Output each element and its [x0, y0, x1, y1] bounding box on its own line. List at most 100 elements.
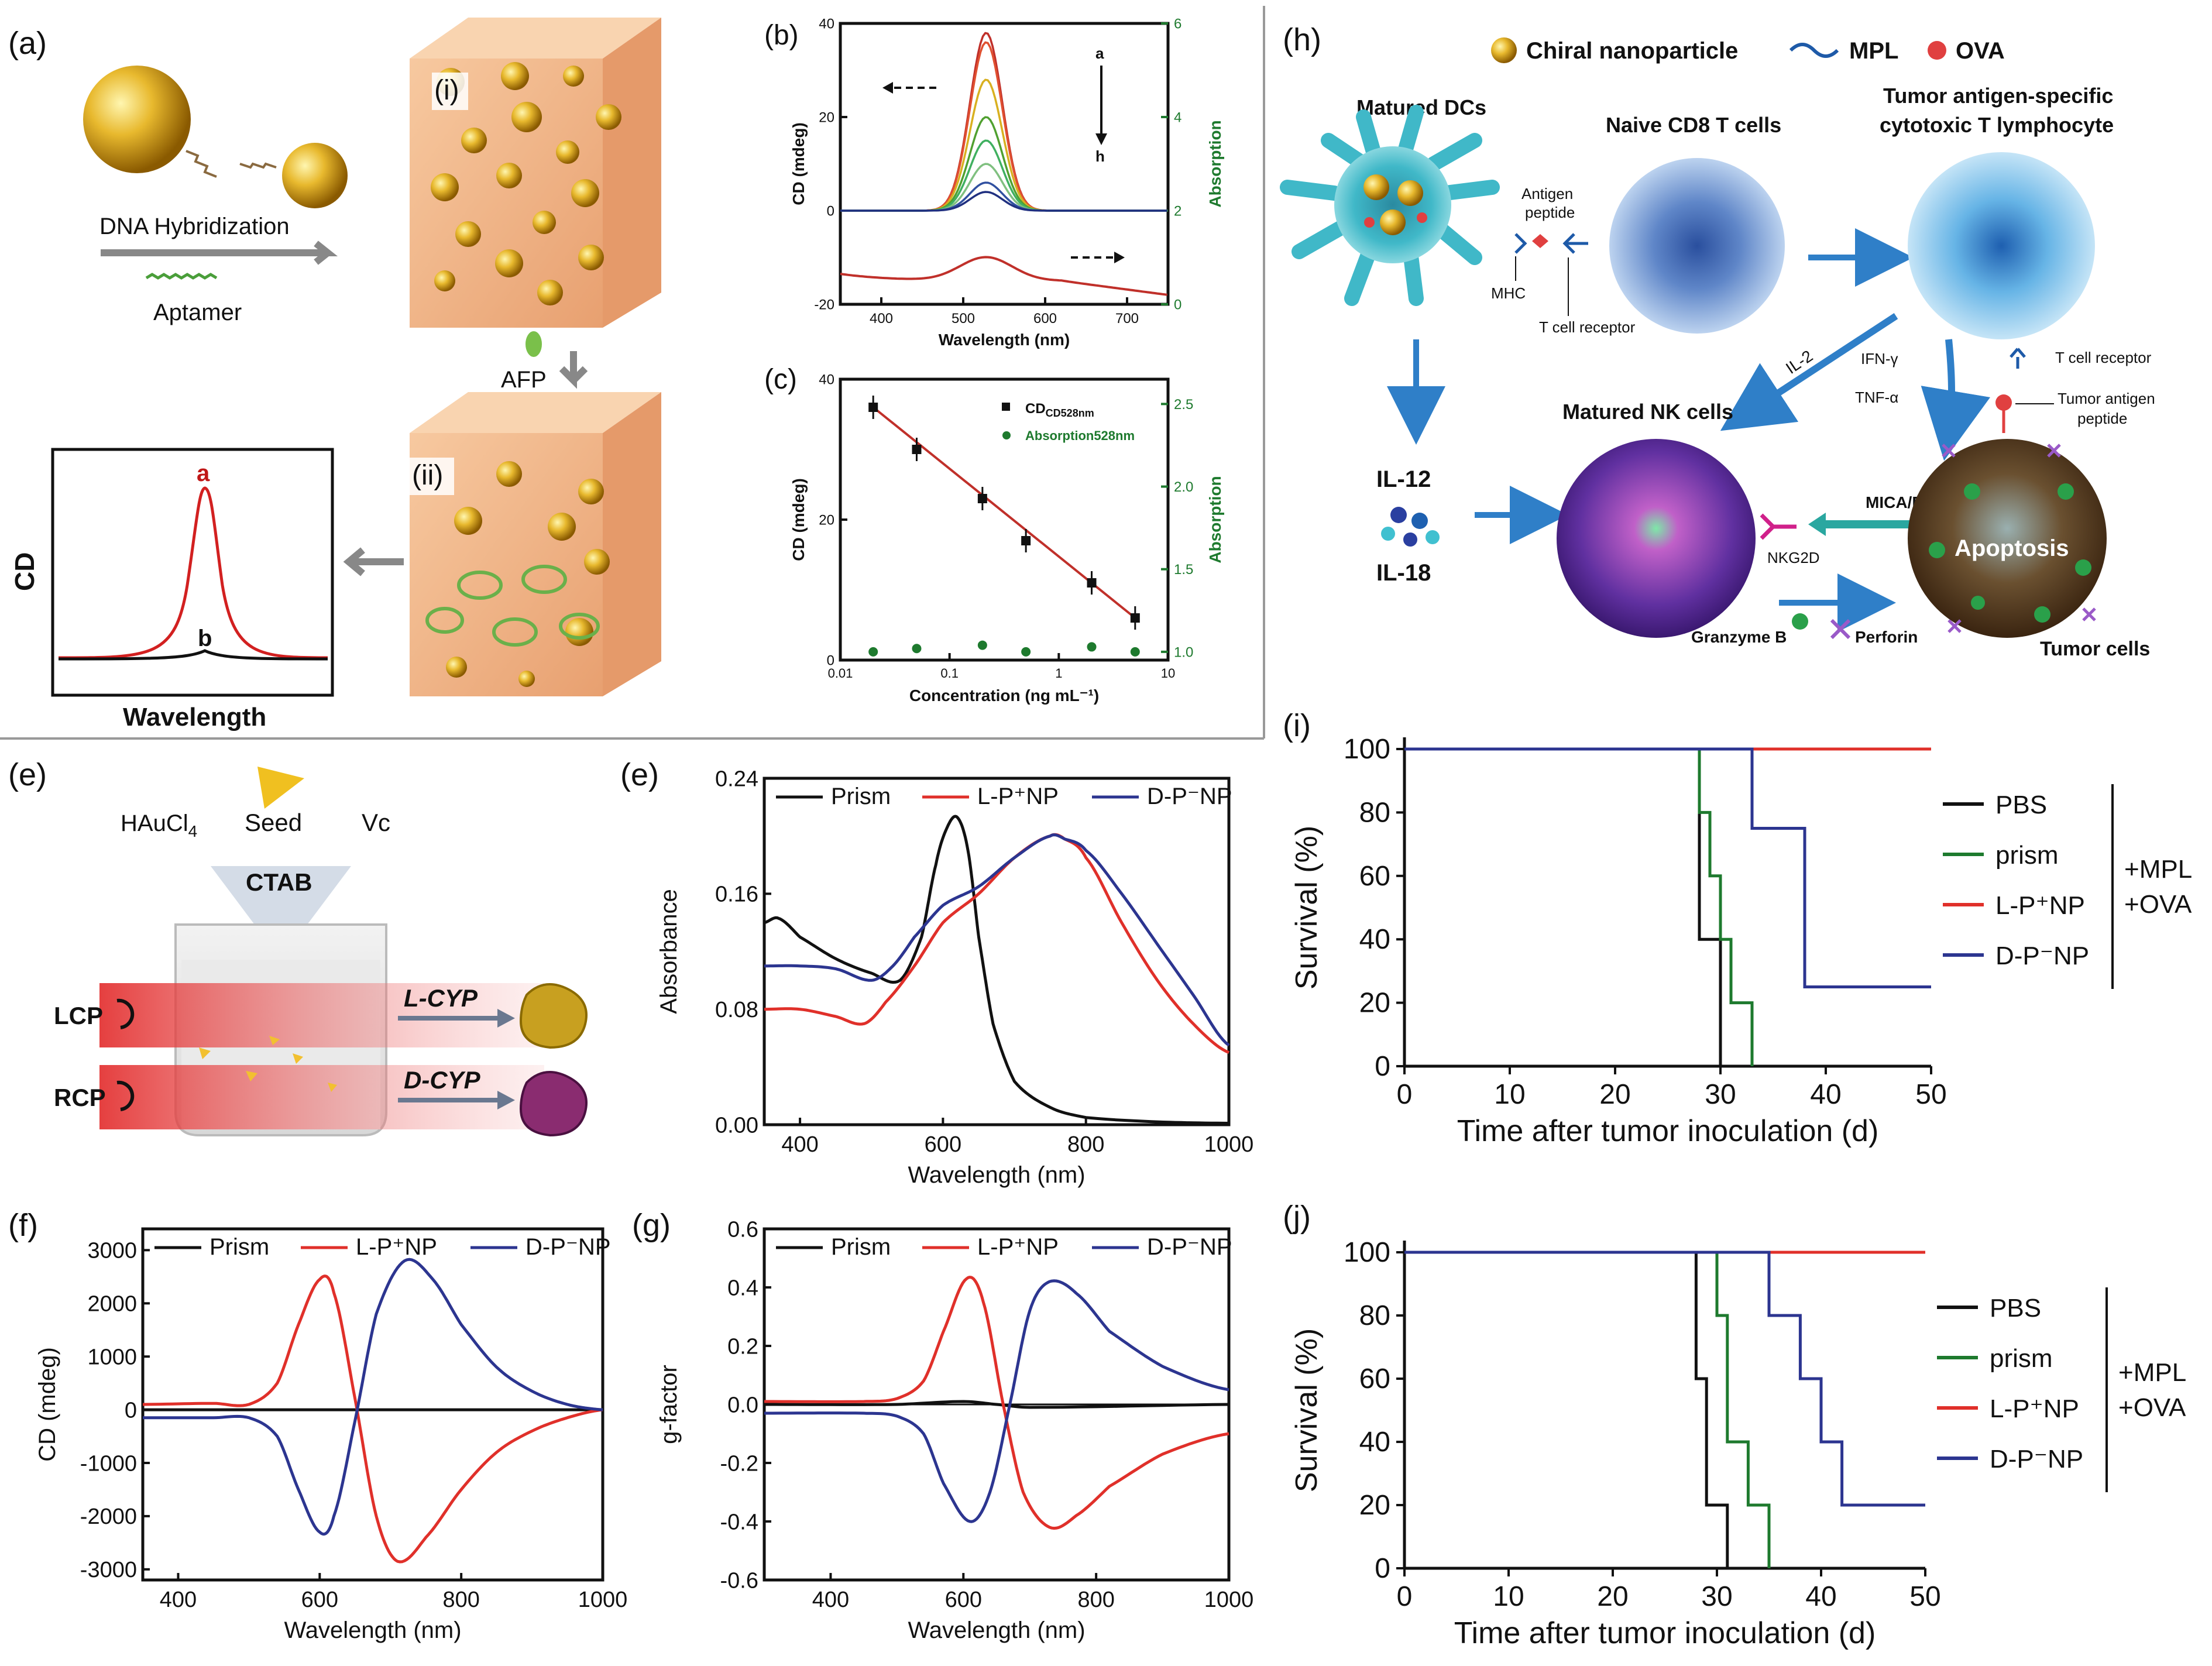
chart-b-cd-line [840, 78, 1167, 212]
nk-cell [1557, 439, 1756, 638]
plot-frame [839, 22, 1170, 306]
chart-c-absorption-point [868, 647, 878, 657]
panel-a: (a) DNA Hybridization Aptamer (i) [8, 18, 661, 731]
chart-c-cd-point [1021, 536, 1031, 545]
il18-label: IL-18 [1376, 560, 1431, 586]
tcr-label: T cell receptor [1539, 318, 1636, 336]
chart-c-absorption-point [1130, 647, 1140, 657]
panel-letter-c: (c) [764, 364, 797, 395]
chart-i-legend-label: D-P⁻NP [1995, 942, 2089, 970]
chart-g-xtick-label: 600 [945, 1588, 982, 1612]
panel-letter-a: (a) [8, 26, 47, 61]
chart-j-legend-label: prism [1990, 1344, 2053, 1373]
chart-c-ytick-label: 0 [827, 652, 834, 668]
chart-b-ylabel2: Absorption [1206, 120, 1224, 207]
chart-f: (f) 400 600 800 1000 -3000 -2000 -1000 0 1000 200… [8, 1208, 627, 1643]
chart-b-xlabel: Wavelength (nm) [939, 331, 1070, 349]
lcyp-arrowhead [497, 1009, 515, 1028]
chart-c-legend-cd-text: CD528nm [1046, 407, 1094, 419]
chart-c-xtick-label: 0.1 [940, 666, 959, 681]
chart-e-ylabel: Absorbance [656, 889, 682, 1014]
cytotoxic-t-lymphocyte [1908, 152, 2095, 339]
chart-f-ytick-label: 3000 [87, 1239, 137, 1263]
chart-b-ytick2-label: 2 [1174, 203, 1181, 219]
tumor-antigen-peptide-icon [1995, 394, 2012, 411]
chart-i-series-line [1404, 747, 1754, 1066]
chart-e-xlabel: Wavelength (nm) [908, 1162, 1085, 1188]
chart-j-ytick-label: 0 [1375, 1553, 1390, 1584]
chart-f-ytick-label: -2000 [80, 1504, 137, 1529]
ctl-label-2: cytotoxic T lymphocyte [1880, 113, 2114, 137]
chart-i-ylabel: Survival (%) [1290, 826, 1324, 990]
chart-c-ytick-label: 20 [819, 512, 834, 528]
chart-f-ytick-label: 2000 [87, 1292, 137, 1317]
chart-i-ytick-label: 100 [1344, 734, 1390, 765]
chart-j-xtick-label: 0 [1397, 1581, 1413, 1612]
lcp-rotation-icon [116, 998, 135, 1029]
chart-g-series-line [764, 1276, 1229, 1530]
chart-i-ytick-label: 40 [1359, 924, 1390, 955]
chart-j-group-label-1: +MPL [2118, 1358, 2186, 1387]
chart-b-left-arrowhead [882, 82, 893, 94]
chart-i-legend-label: prism [1995, 841, 2059, 870]
chart-c-legend-cd: CDCD528nm [1025, 401, 1094, 419]
inset-curve-a [58, 486, 328, 659]
chart-g-legend-label: Prism [831, 1234, 891, 1260]
l-particle-gold [519, 983, 588, 1049]
chart-b-ytick-label: -20 [814, 297, 834, 312]
chart-g-legend-label: D-P⁻NP [1147, 1234, 1232, 1260]
inset-cd-box [51, 448, 334, 697]
chart-c: (c) 0.01 0.1 1 10 0 20 40 1.0 1.5 2.0 2.5 Concentra… [764, 364, 1224, 705]
chart-b-down-arrow-head [1095, 133, 1107, 145]
panel-h: (h) Chiral nanoparticle MPL OVA Matured … [1280, 22, 2155, 660]
chart-f-series-line [142, 1275, 603, 1564]
dna-strand-1 [186, 150, 217, 178]
chart-e-xtick-label: 600 [925, 1132, 961, 1157]
chart-c-absorption-point [1021, 647, 1031, 657]
panel-letter-d: (e) [8, 757, 47, 792]
panel-letter-b: (b) [764, 20, 799, 51]
chart-c-ylabel: CD (mdeg) [789, 478, 808, 561]
chart-i-xtick-label: 40 [1810, 1079, 1841, 1110]
chart-c-xlabel: Concentration (ng mL⁻¹) [909, 686, 1099, 705]
chart-e-series-line [764, 833, 1230, 1054]
tumor-antigen-label-1: Tumor antigen [2058, 390, 2155, 407]
panel-letter-h: (h) [1283, 22, 1321, 57]
chart-f-ylabel: CD (mdeg) [35, 1347, 60, 1462]
chart-i-ytick-label: 60 [1359, 861, 1390, 892]
chart-g-ytick-label: 0.4 [727, 1276, 758, 1300]
chart-g-series-line [764, 1400, 1229, 1409]
granzyme-label: Granzyme B [1691, 628, 1787, 646]
ctl-tcr-label: T cell receptor [2055, 349, 2152, 366]
antigen-peptide-icon [1532, 234, 1548, 248]
chart-g-ytick-label: -0.4 [720, 1510, 758, 1534]
chart-e-legend-label: L-P⁺NP [977, 784, 1059, 809]
granzyme-dots-on-tumor [1929, 483, 2091, 623]
tnf-label: TNF-α [1855, 389, 1898, 406]
chart-e-ytick-label: 0.24 [715, 767, 758, 791]
chart-j-series-line [1404, 1251, 1771, 1568]
seed-label: Seed [245, 809, 302, 836]
cube-i: (i) [410, 18, 661, 328]
chart-b-xtick-label: 700 [1115, 311, 1139, 327]
chart-f-xtick-label: 1000 [578, 1588, 628, 1612]
chart-b-ylabel: CD (mdeg) [789, 122, 808, 205]
chart-g-ytick-label: 0.6 [727, 1217, 758, 1242]
chart-e-series-line [764, 833, 1230, 1047]
rcp-beam [99, 1065, 544, 1129]
nanoparticle-cluster-ii [446, 461, 610, 687]
chart-c-cd-point [977, 494, 987, 503]
chart-j-xtick-label: 50 [1909, 1581, 1940, 1612]
legend-ova: OVA [1956, 38, 2005, 64]
chart-e-xtick-label: 400 [781, 1132, 818, 1157]
chart-e-ytick-label: 0.16 [715, 882, 758, 907]
chart-c-ytick2-label: 2.0 [1174, 479, 1193, 495]
mhc-icon [1514, 233, 1527, 254]
chart-b-ytick2-label: 6 [1174, 16, 1181, 32]
chart-f-xtick-label: 800 [442, 1588, 479, 1612]
chart-i-series-line [1404, 747, 1931, 988]
antigen-peptide-label-1: Antigen [1521, 185, 1573, 202]
nkg2d-receptor-icon [1760, 513, 1797, 540]
haucl4-subscript: 4 [188, 822, 198, 840]
chart-b-xtick-label: 500 [952, 311, 975, 327]
